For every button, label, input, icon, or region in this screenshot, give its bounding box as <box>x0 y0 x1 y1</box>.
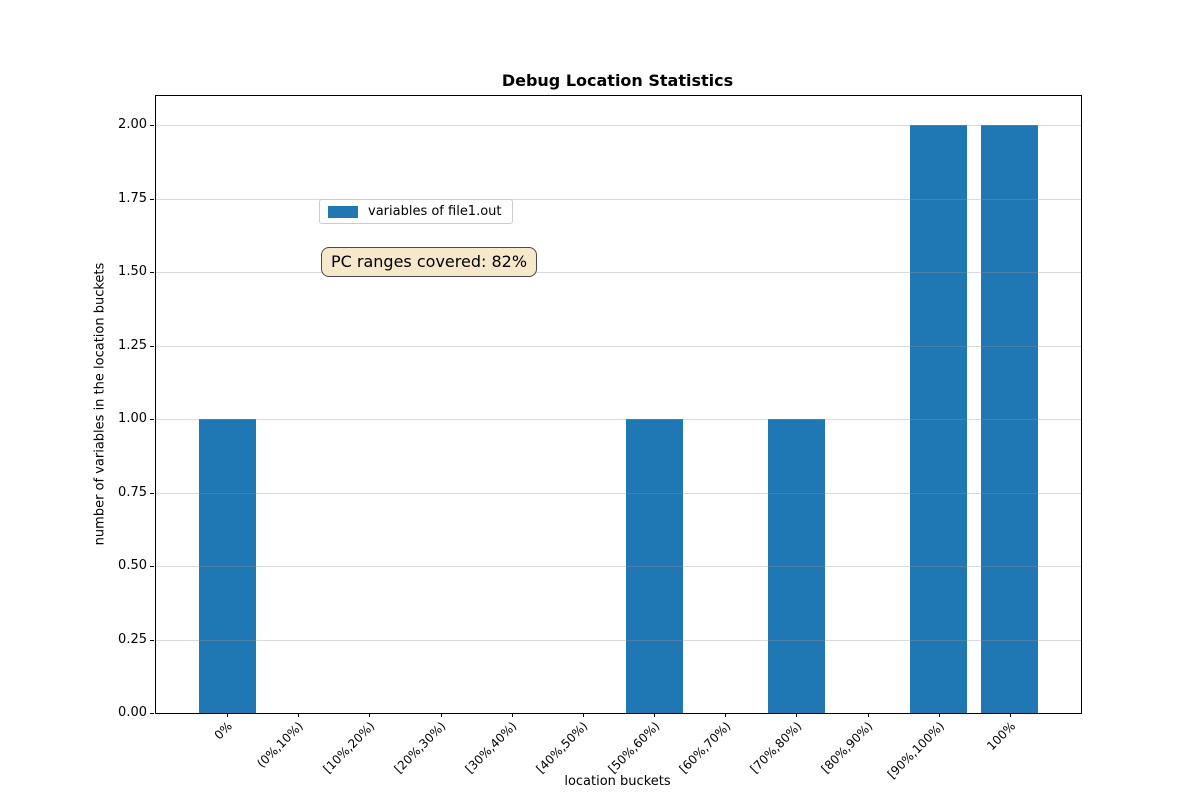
x-tick-mark <box>227 713 229 717</box>
x-tick-label: [70%,80%) <box>747 719 805 776</box>
x-tick-label: 100% <box>983 719 1018 754</box>
x-tick-mark <box>867 713 869 717</box>
gridline <box>156 125 1081 127</box>
y-tick-label: 0.75 <box>118 484 147 500</box>
x-tick-mark <box>796 713 798 717</box>
y-tick-label: 2.00 <box>118 117 147 133</box>
x-tick-mark <box>654 713 656 717</box>
gridline <box>156 198 1081 200</box>
x-axis-label: location buckets <box>564 774 671 789</box>
x-tick-label: 0% <box>211 719 236 743</box>
x-tick-label: [60%,70%) <box>676 719 734 776</box>
x-tick-mark <box>298 713 300 717</box>
y-tick-label: 1.50 <box>118 264 147 280</box>
gridline <box>156 639 1081 641</box>
x-tick-mark <box>938 713 940 717</box>
y-tick-mark <box>150 713 154 714</box>
y-axis-label: number of variables in the location buck… <box>92 262 108 546</box>
gridline <box>156 566 1081 568</box>
gridline <box>156 345 1081 347</box>
y-tick-label: 1.25 <box>118 337 147 353</box>
y-tick-mark <box>150 198 154 200</box>
bar-100% <box>981 125 1039 713</box>
x-tick-mark <box>582 713 584 717</box>
x-tick-label: [40%,50%) <box>533 719 591 776</box>
gridline <box>156 272 1081 274</box>
y-tick-label: 0.00 <box>118 705 147 720</box>
y-tick-mark <box>150 345 154 347</box>
chart-title: Debug Location Statistics <box>501 71 734 90</box>
grid-layer <box>156 96 1081 713</box>
x-tick-mark <box>440 713 442 717</box>
x-tick-label: [20%,30%) <box>391 719 449 776</box>
y-tick-label: 1.00 <box>118 411 147 427</box>
legend-label: variables of file1.out <box>368 204 502 219</box>
legend: variables of file1.out <box>319 199 513 224</box>
y-tick-mark <box>150 566 154 568</box>
legend-swatch-icon <box>328 205 358 218</box>
x-tick-label: [80%,90%) <box>818 719 876 776</box>
y-tick-label: 1.75 <box>118 190 147 206</box>
y-tick-mark <box>150 492 154 494</box>
x-tick-label: [30%,40%) <box>462 719 520 776</box>
gridline <box>156 419 1081 421</box>
y-tick-label: 0.50 <box>118 558 147 574</box>
y-tick-mark <box>150 125 154 127</box>
x-tick-label: [10%,20%) <box>320 719 378 776</box>
x-tick-mark <box>369 713 371 717</box>
bar-[70%,80%) <box>767 419 825 713</box>
annotation-box: PC ranges covered: 82% <box>321 247 538 277</box>
bar-[50%,60%) <box>625 419 683 713</box>
bar-0% <box>198 419 256 713</box>
y-tick-mark <box>150 419 154 421</box>
x-tick-mark <box>1009 713 1011 717</box>
gridline <box>156 492 1081 494</box>
bar-[90%,100%) <box>910 125 968 713</box>
x-tick-label: [90%,100%) <box>884 719 947 782</box>
x-tick-mark <box>511 713 513 717</box>
plot-area: variables of file1.out PC ranges covered… <box>155 95 1082 714</box>
x-tick-label: [50%,60%) <box>605 719 662 776</box>
x-tick-mark <box>725 713 727 717</box>
bars-layer <box>156 96 1081 713</box>
x-tick-label: (0%,10%) <box>254 719 307 771</box>
y-tick-mark <box>150 272 154 274</box>
y-tick-mark <box>150 639 154 641</box>
y-tick-label: 0.25 <box>118 631 147 647</box>
